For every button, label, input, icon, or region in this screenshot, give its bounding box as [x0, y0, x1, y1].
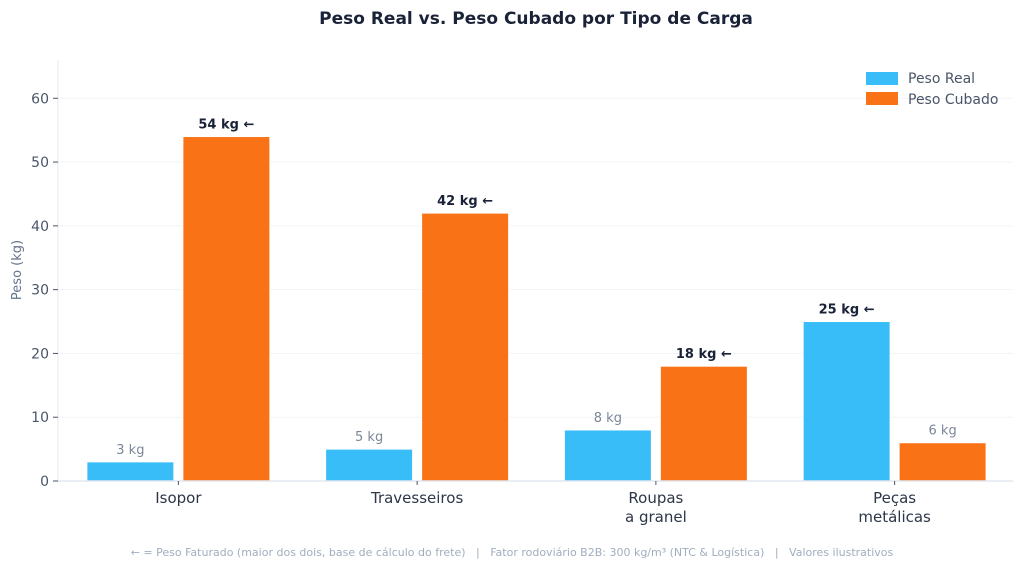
bar-peso-real: [802, 321, 891, 482]
bar-peso-cubado: [898, 442, 987, 482]
legend-swatch-peso-real: [866, 72, 898, 85]
x-tick-label: Travesseiros: [370, 489, 463, 507]
bar-peso-real: [86, 461, 175, 482]
y-tick-label: 40: [31, 219, 49, 235]
legend: Peso Real Peso Cubado: [866, 71, 998, 108]
bar-peso-cubado: [182, 136, 271, 482]
bar-peso-real: [563, 429, 652, 482]
y-tick-label: 30: [31, 283, 49, 299]
y-tick-label: 10: [31, 410, 49, 426]
data-label: 6 kg: [929, 424, 957, 439]
y-tick-label: 0: [40, 474, 49, 490]
data-label: 18 kg ←: [676, 347, 732, 362]
legend-label-peso-cubado: Peso Cubado: [908, 92, 998, 108]
bar-peso-real: [325, 448, 414, 482]
data-label: 25 kg ←: [819, 303, 875, 318]
y-axis: 0 10 20 30 40 50 60: [31, 60, 59, 490]
bar-peso-cubado: [421, 212, 510, 482]
legend-swatch-peso-cubado: [866, 92, 898, 105]
data-label: 54 kg ←: [198, 118, 254, 133]
x-tick-label: Isopor: [155, 489, 202, 507]
footnote: ← = Peso Faturado (maior dos dois, base …: [131, 546, 894, 559]
y-tick-label: 20: [31, 346, 49, 362]
y-tick-label: 60: [31, 91, 49, 107]
data-label: 8 kg: [594, 411, 622, 426]
y-tick-label: 50: [31, 155, 49, 171]
data-label: 5 kg: [355, 430, 383, 445]
data-label: 3 kg: [116, 443, 144, 458]
legend-label-peso-real: Peso Real: [908, 71, 975, 87]
data-label: 42 kg ←: [437, 194, 493, 209]
y-axis-title: Peso (kg): [10, 240, 25, 300]
x-axis: Isopor Travesseiros Roupas a granel Peças met…: [58, 480, 1013, 526]
bar-peso-cubado: [659, 365, 748, 482]
chart-title: Peso Real vs. Peso Cubado por Tipo de Ca…: [319, 9, 753, 29]
x-tick-label: Peças metálicas: [858, 489, 931, 526]
x-tick-label: Roupas a granel: [625, 489, 687, 526]
bars: 3 kg 54 kg ← 5 kg 42 kg ← 8 kg 18 kg ← 25 kg ←…: [86, 118, 987, 482]
